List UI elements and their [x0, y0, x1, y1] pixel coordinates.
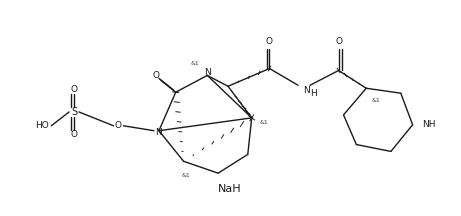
Text: N: N: [302, 86, 309, 95]
Text: HO: HO: [35, 121, 49, 130]
Text: O: O: [153, 71, 160, 80]
Text: O: O: [115, 121, 122, 130]
Text: H: H: [311, 89, 317, 98]
Text: &1: &1: [371, 98, 380, 103]
Text: &1: &1: [181, 173, 190, 178]
Text: &1: &1: [191, 61, 200, 66]
Text: NaH: NaH: [218, 184, 242, 194]
Text: O: O: [71, 130, 77, 139]
Text: N: N: [155, 128, 162, 137]
Text: N: N: [204, 68, 211, 77]
Text: O: O: [335, 37, 342, 46]
Text: NH: NH: [422, 120, 436, 129]
Text: O: O: [266, 37, 273, 46]
Text: &1: &1: [260, 120, 268, 125]
Text: S: S: [71, 107, 77, 117]
Text: O: O: [71, 85, 77, 94]
